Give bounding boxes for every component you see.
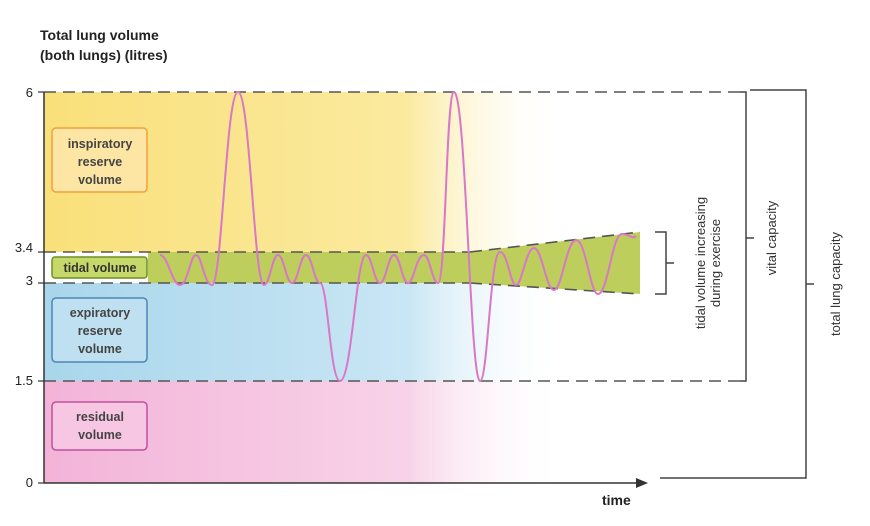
y-tick-label-0: 0: [26, 475, 33, 490]
residual-line-2: volume: [78, 428, 122, 442]
tidal-volume-band: [148, 232, 640, 294]
y-tick-label-6: 6: [26, 85, 33, 100]
residual-volume-box: [51, 401, 148, 451]
total-lung-capacity-bracket: [660, 89, 814, 479]
y-tick-label-3-4: 3.4: [15, 240, 33, 255]
expiratory-line-1: expiratory: [70, 306, 130, 320]
x-axis-arrow: [636, 478, 648, 488]
expiratory-line-2: reserve: [78, 324, 123, 338]
expiratory-line-3: volume: [78, 342, 122, 356]
inspiratory-line-1: inspiratory: [68, 137, 133, 151]
vital-capacity-label: vital capacity: [764, 200, 779, 275]
inspiratory-line-3: volume: [78, 173, 122, 187]
tidal-volume-text: tidal volume: [64, 261, 137, 275]
brackets: [655, 89, 814, 479]
tidal-volume-label: tidal volume: [51, 256, 148, 279]
total-lung-capacity-label: total lung capacity: [828, 231, 843, 336]
y-tick-label-3: 3: [26, 273, 33, 288]
residual-line-1: residual: [76, 410, 124, 424]
inspiratory-line-2: reserve: [78, 155, 123, 169]
y-axis-title-line-1: Total lung volume: [40, 27, 159, 43]
inspiratory-reserve-box: [51, 127, 148, 193]
inspiratory-reserve-label: inspiratory reserve volume: [51, 127, 148, 193]
exercise-label-line-1: tidal volume increasing: [693, 197, 708, 329]
residual-volume-label: residual volume: [51, 401, 148, 451]
exercise-bracket: [655, 231, 674, 295]
vital-capacity-bracket: [740, 91, 754, 382]
expiratory-reserve-label: expiratory reserve volume: [51, 297, 148, 363]
expiratory-reserve-box: [51, 297, 148, 363]
exercise-label-line-2: during exercise: [708, 219, 723, 307]
axes: [38, 91, 648, 488]
exercise-upper-line: [469, 231, 641, 253]
x-axis-title: time: [602, 492, 631, 508]
tidal-volume-box: [51, 256, 148, 279]
breathing-trace: [159, 90, 637, 383]
y-tick-label-1-5: 1.5: [15, 373, 33, 388]
y-axis-title-line-2: (both lungs) (litres): [40, 47, 168, 63]
